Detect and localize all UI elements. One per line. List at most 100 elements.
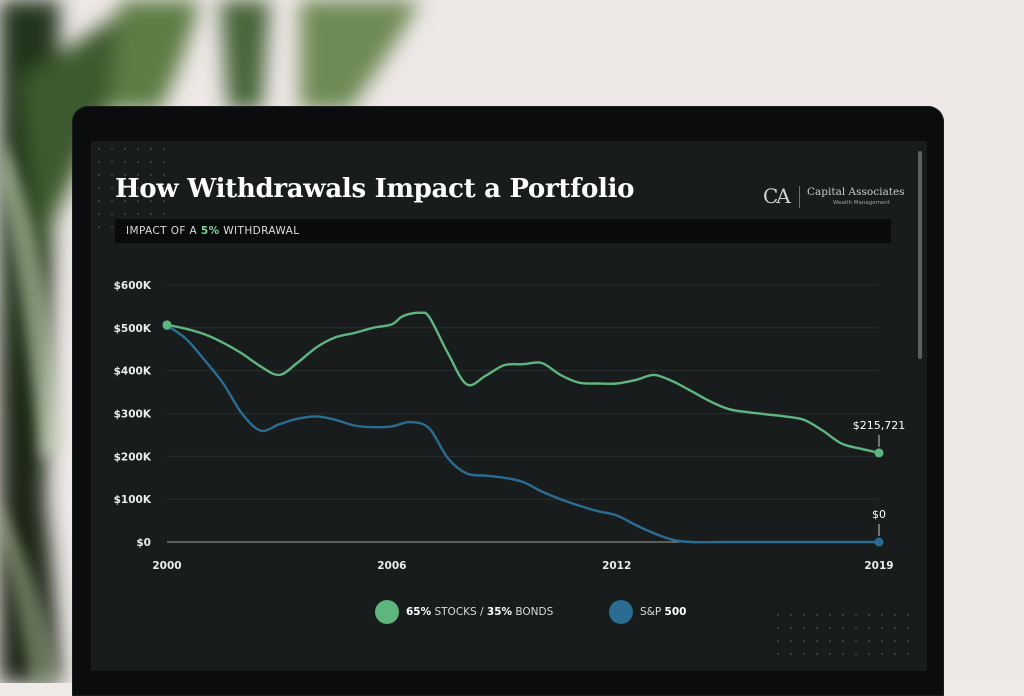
legend-label-sp500: S&P 500	[640, 606, 687, 618]
decorative-dot	[110, 160, 114, 164]
y-tick-label: $400K	[114, 366, 152, 378]
decorative-dot	[880, 652, 884, 656]
decorative-dot	[123, 199, 127, 203]
decorative-dot	[110, 199, 114, 203]
start-point-balanced	[162, 320, 172, 330]
decorative-dot	[841, 652, 845, 656]
decorative-dot	[893, 626, 897, 630]
decorative-dot	[906, 652, 910, 656]
decorative-dot	[162, 147, 166, 151]
decorative-dot	[110, 173, 114, 177]
decorative-dot	[828, 652, 832, 656]
decorative-dot	[123, 186, 127, 190]
decorative-dot	[97, 186, 101, 190]
subtitle-suffix: WITHDRAWAL	[219, 225, 300, 237]
decorative-dot	[893, 652, 897, 656]
decorative-dot	[149, 160, 153, 164]
decorative-dot	[136, 147, 140, 151]
decorative-dot	[789, 613, 793, 617]
y-tick-label: $500K	[114, 323, 152, 335]
decorative-dot	[802, 639, 806, 643]
end-point-balanced	[874, 448, 884, 458]
decorative-dot	[123, 147, 127, 151]
brand-monogram: CA	[763, 184, 791, 208]
series-line-sp500	[165, 324, 881, 544]
x-tick-label: 2000	[152, 560, 181, 572]
decorative-dot	[880, 626, 884, 630]
decorative-dot	[149, 199, 153, 203]
end-label-sp500: $0	[872, 508, 886, 521]
decorative-dot	[867, 639, 871, 643]
decorative-dot	[123, 160, 127, 164]
chart-title: How Withdrawals Impact a Portfolio	[115, 174, 635, 204]
decorative-dot	[828, 626, 832, 630]
decorative-dot	[123, 212, 127, 216]
x-tick-label: 2006	[377, 560, 406, 572]
chart-screen: How Withdrawals Impact a Portfolio CA Ca…	[91, 141, 927, 671]
decorative-dot	[828, 613, 832, 617]
decorative-dot	[815, 639, 819, 643]
brand-logo: CA Capital Associates Wealth Management	[763, 184, 905, 210]
y-tick-label: $0	[136, 537, 151, 549]
decorative-dot	[162, 212, 166, 216]
decorative-dot	[162, 199, 166, 203]
decorative-dot	[110, 186, 114, 190]
decorative-dot	[815, 652, 819, 656]
decorative-dot	[789, 639, 793, 643]
decorative-dot	[828, 639, 832, 643]
decorative-dot	[893, 639, 897, 643]
end-point-sp500	[874, 537, 884, 547]
decorative-dot	[802, 613, 806, 617]
decorative-dot	[97, 225, 101, 229]
decorative-dot	[97, 147, 101, 151]
decorative-dot	[97, 173, 101, 177]
decorative-dot	[162, 186, 166, 190]
decorative-dot	[802, 652, 806, 656]
brand-name: Capital Associates	[807, 186, 905, 198]
decorative-dot	[906, 613, 910, 617]
decorative-dot	[867, 613, 871, 617]
decorative-dot	[906, 626, 910, 630]
legend-label-balanced: 65% STOCKS / 35% BONDS	[406, 606, 554, 618]
decorative-dot	[110, 147, 114, 151]
decorative-dot	[776, 639, 780, 643]
decorative-dot	[136, 173, 140, 177]
scrollbar[interactable]	[918, 151, 922, 359]
decorative-dot	[867, 652, 871, 656]
decorative-dot	[776, 652, 780, 656]
decorative-dot	[776, 626, 780, 630]
decorative-dot	[149, 212, 153, 216]
y-tick-label: $100K	[114, 494, 152, 506]
decorative-dot	[97, 212, 101, 216]
decorative-dot	[867, 626, 871, 630]
decorative-dot	[136, 160, 140, 164]
decorative-dot	[854, 613, 858, 617]
decorative-dot	[841, 626, 845, 630]
y-tick-label: $200K	[114, 451, 152, 463]
decorative-dot	[880, 639, 884, 643]
legend-item-balanced: 65% STOCKS / 35% BONDS	[375, 597, 553, 627]
y-tick-label: $300K	[114, 409, 152, 421]
decorative-dot	[149, 186, 153, 190]
decorative-dot	[815, 613, 819, 617]
decorative-dot	[802, 626, 806, 630]
decorative-dot	[776, 613, 780, 617]
decorative-dot	[841, 639, 845, 643]
decorative-dot	[854, 626, 858, 630]
legend-item-sp500: S&P 500	[609, 597, 686, 627]
decorative-dot	[110, 225, 114, 229]
decorative-dot	[789, 626, 793, 630]
legend-swatch-sp500	[609, 600, 633, 624]
subtitle-highlight: 5%	[200, 225, 220, 237]
brand-tagline: Wealth Management	[833, 200, 891, 206]
decorative-dot-grid-bottom	[776, 613, 910, 656]
decorative-dot	[136, 186, 140, 190]
legend-swatch-balanced	[375, 600, 399, 624]
decorative-dot	[136, 199, 140, 203]
decorative-dot	[162, 160, 166, 164]
decorative-dot	[110, 212, 114, 216]
decorative-dot	[854, 639, 858, 643]
line-chart: $0 $100K $200K $300K $400K $500K $600K 2000 2006…	[114, 280, 906, 572]
decorative-dot	[906, 639, 910, 643]
decorative-dot	[149, 173, 153, 177]
